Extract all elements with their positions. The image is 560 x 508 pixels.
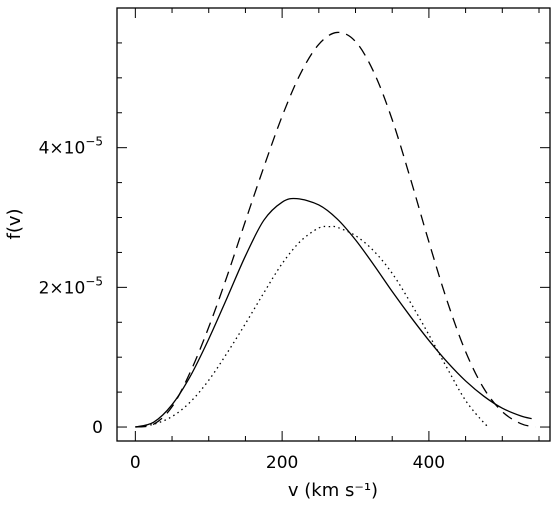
y-tick-label: 4×10−5 xyxy=(39,135,103,159)
series-solid-line xyxy=(135,197,532,428)
tick-labels: 0 200 400 0 2×10−5 4×10−5 xyxy=(39,135,446,473)
plot-frame xyxy=(116,7,551,442)
y-tick-label: 0 xyxy=(92,418,103,438)
series-dashed-line xyxy=(135,31,536,428)
axis-ticks xyxy=(117,8,550,441)
x-tick-label: 400 xyxy=(413,453,445,473)
series-dotted-line xyxy=(135,225,491,428)
x-tick-label: 200 xyxy=(266,453,298,473)
series-lines xyxy=(135,31,536,428)
y-axis-label: f(v) xyxy=(4,208,25,239)
y-tick-label: 2×10−5 xyxy=(39,274,103,298)
x-tick-label: 0 xyxy=(130,453,141,473)
x-axis-label: v (km s⁻¹) xyxy=(288,480,378,501)
